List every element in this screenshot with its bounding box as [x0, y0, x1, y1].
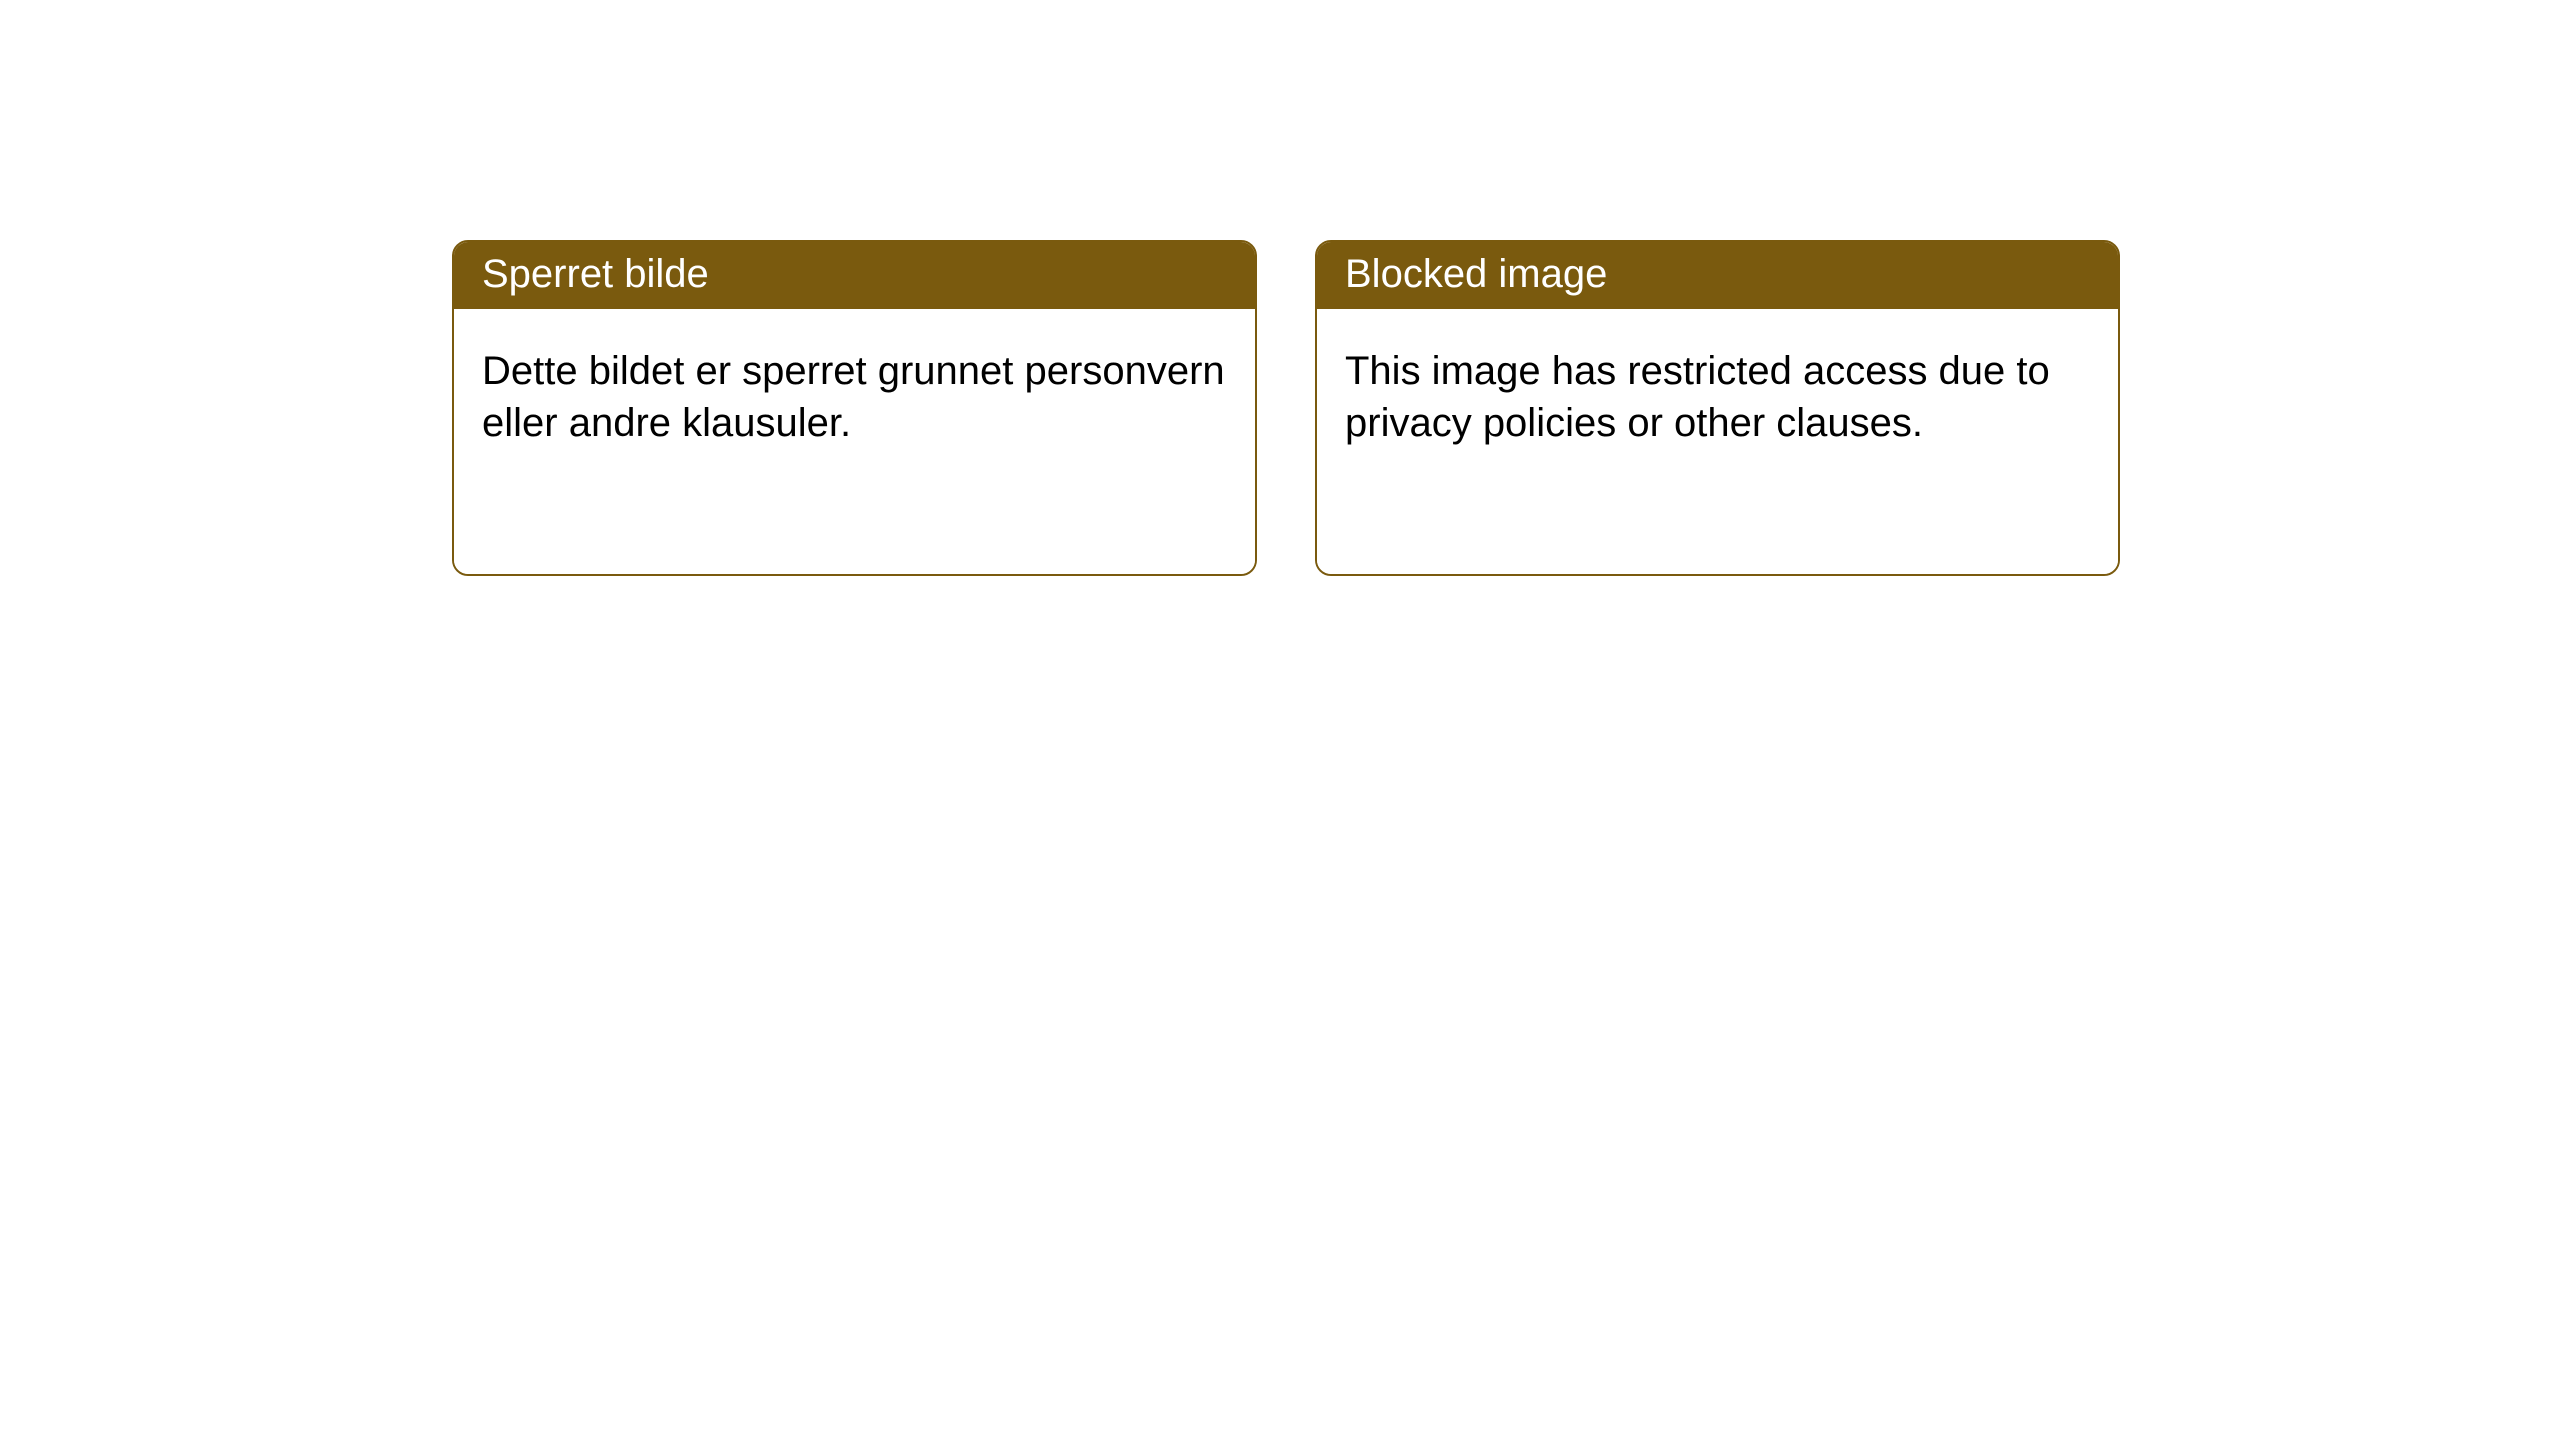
notice-body-norwegian: Dette bildet er sperret grunnet personve…: [454, 309, 1255, 574]
notice-box-norwegian: Sperret bilde Dette bildet er sperret gr…: [452, 240, 1257, 576]
notice-container: Sperret bilde Dette bildet er sperret gr…: [0, 0, 2560, 576]
notice-header-norwegian: Sperret bilde: [454, 242, 1255, 309]
notice-body-english: This image has restricted access due to …: [1317, 309, 2118, 574]
notice-box-english: Blocked image This image has restricted …: [1315, 240, 2120, 576]
notice-header-english: Blocked image: [1317, 242, 2118, 309]
